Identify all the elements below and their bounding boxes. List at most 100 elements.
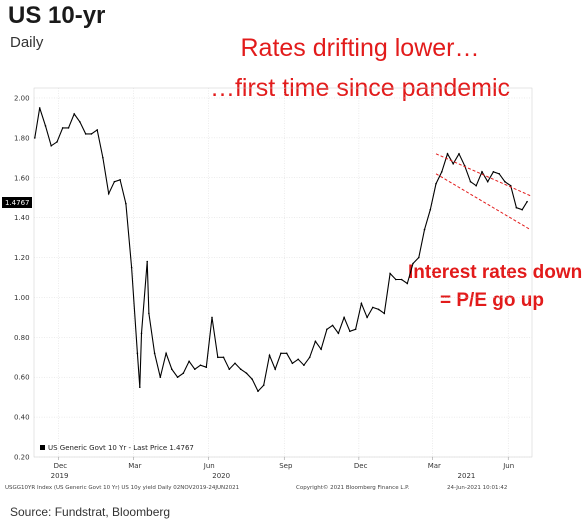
data-point xyxy=(119,179,121,181)
data-point xyxy=(423,228,426,231)
y-tick-label: 0.80 xyxy=(14,334,30,342)
y-tick-label: 2.00 xyxy=(14,94,30,102)
x-tick-label: Jun xyxy=(502,462,514,470)
y-tick-label: 0.60 xyxy=(14,374,30,382)
chart-subtitle: Daily xyxy=(10,34,44,51)
data-point xyxy=(67,127,70,129)
x-tick-label: Sep xyxy=(279,462,293,470)
data-point xyxy=(136,352,139,355)
x-year-label: 2019 xyxy=(51,472,69,480)
data-point xyxy=(400,278,403,281)
data-point xyxy=(139,386,141,389)
data-point xyxy=(458,153,460,155)
data-point xyxy=(96,129,98,131)
data-point xyxy=(257,390,259,393)
data-point xyxy=(509,184,512,187)
x-tick-label: Mar xyxy=(428,462,441,470)
legend-swatch xyxy=(40,445,45,450)
data-point xyxy=(343,316,345,319)
data-point xyxy=(406,282,409,285)
data-point xyxy=(366,316,368,319)
data-point xyxy=(234,362,236,365)
y-tick-label: 1.40 xyxy=(14,214,30,222)
data-point xyxy=(429,208,432,211)
data-point xyxy=(372,306,374,309)
data-point xyxy=(61,127,64,129)
data-point xyxy=(140,332,143,335)
y-tick-label: 0.20 xyxy=(14,454,30,462)
data-point xyxy=(188,360,190,363)
grid-layer xyxy=(34,88,532,458)
data-point xyxy=(389,272,391,275)
data-point xyxy=(498,173,501,175)
data-point xyxy=(469,180,472,183)
data-point xyxy=(377,308,380,311)
plot-frame xyxy=(33,87,533,458)
data-point xyxy=(153,352,156,355)
annotation-line-1: Interest rates down xyxy=(408,262,583,283)
y-tick-label: 1.00 xyxy=(14,294,30,302)
data-point xyxy=(395,278,397,281)
data-point xyxy=(521,208,523,211)
yield-chart: 2.00 1.80 1.60 1.40 1.20 1.00 0.80 0.60 0.40 0.20… xyxy=(2,87,533,491)
data-point xyxy=(217,356,219,359)
data-point xyxy=(515,206,518,209)
data-point xyxy=(165,352,167,355)
data-point xyxy=(441,171,443,173)
last-price-label-bg xyxy=(2,197,32,208)
data-point xyxy=(84,133,87,135)
data-point xyxy=(320,348,322,351)
data-point xyxy=(418,256,420,259)
source-footer: Source: Fundstrat, Bloomberg xyxy=(10,505,171,519)
x-tick-label: Dec xyxy=(54,462,68,470)
last-price-label: 1.4767 xyxy=(5,199,30,207)
data-point xyxy=(274,368,277,371)
data-point xyxy=(481,171,483,173)
data-point xyxy=(182,372,185,375)
data-point xyxy=(291,362,294,365)
data-point xyxy=(113,180,116,183)
data-point xyxy=(446,153,449,155)
trend-line-lower xyxy=(435,173,531,231)
timestamp: 24-Jun-2021 10:01:42 xyxy=(447,485,507,491)
y-tick-label: 1.60 xyxy=(14,174,30,182)
data-point xyxy=(280,352,282,355)
data-point xyxy=(56,141,58,143)
annotation-line-2: = P/E go up xyxy=(440,290,544,311)
data-point xyxy=(452,163,455,165)
data-point xyxy=(337,332,340,335)
data-point xyxy=(176,376,179,379)
x-tick-label: Dec xyxy=(354,462,368,470)
data-point xyxy=(194,368,196,371)
series-line xyxy=(34,107,528,393)
data-point xyxy=(148,312,150,315)
data-point xyxy=(475,184,478,187)
data-point xyxy=(331,324,334,327)
y-tick-label: 1.80 xyxy=(14,134,30,142)
data-point xyxy=(308,356,311,359)
x-tick-label: Mar xyxy=(128,462,141,470)
headline-line-1: Rates drifting lower… xyxy=(240,34,480,62)
data-point xyxy=(211,316,213,319)
data-point xyxy=(44,125,47,127)
data-point xyxy=(239,368,242,371)
data-point xyxy=(171,368,173,371)
data-point xyxy=(130,266,133,269)
x-year-label: 2021 xyxy=(458,472,476,480)
data-point xyxy=(383,312,386,315)
data-point xyxy=(303,364,305,367)
y-tick-label: 1.20 xyxy=(14,254,30,262)
data-point xyxy=(268,354,271,357)
data-point xyxy=(199,364,202,367)
x-year-label: 2020 xyxy=(212,472,230,480)
data-point xyxy=(486,180,489,183)
copyright: Copyright© 2021 Bloomberg Finance L.P. xyxy=(296,484,410,491)
data-point xyxy=(159,376,162,379)
trend-channel xyxy=(435,153,531,231)
data-point xyxy=(125,202,127,205)
data-point xyxy=(146,260,148,263)
data-point xyxy=(245,372,248,375)
x-tick-label: Jun xyxy=(203,462,215,470)
data-point xyxy=(222,356,225,359)
data-point xyxy=(326,328,328,331)
